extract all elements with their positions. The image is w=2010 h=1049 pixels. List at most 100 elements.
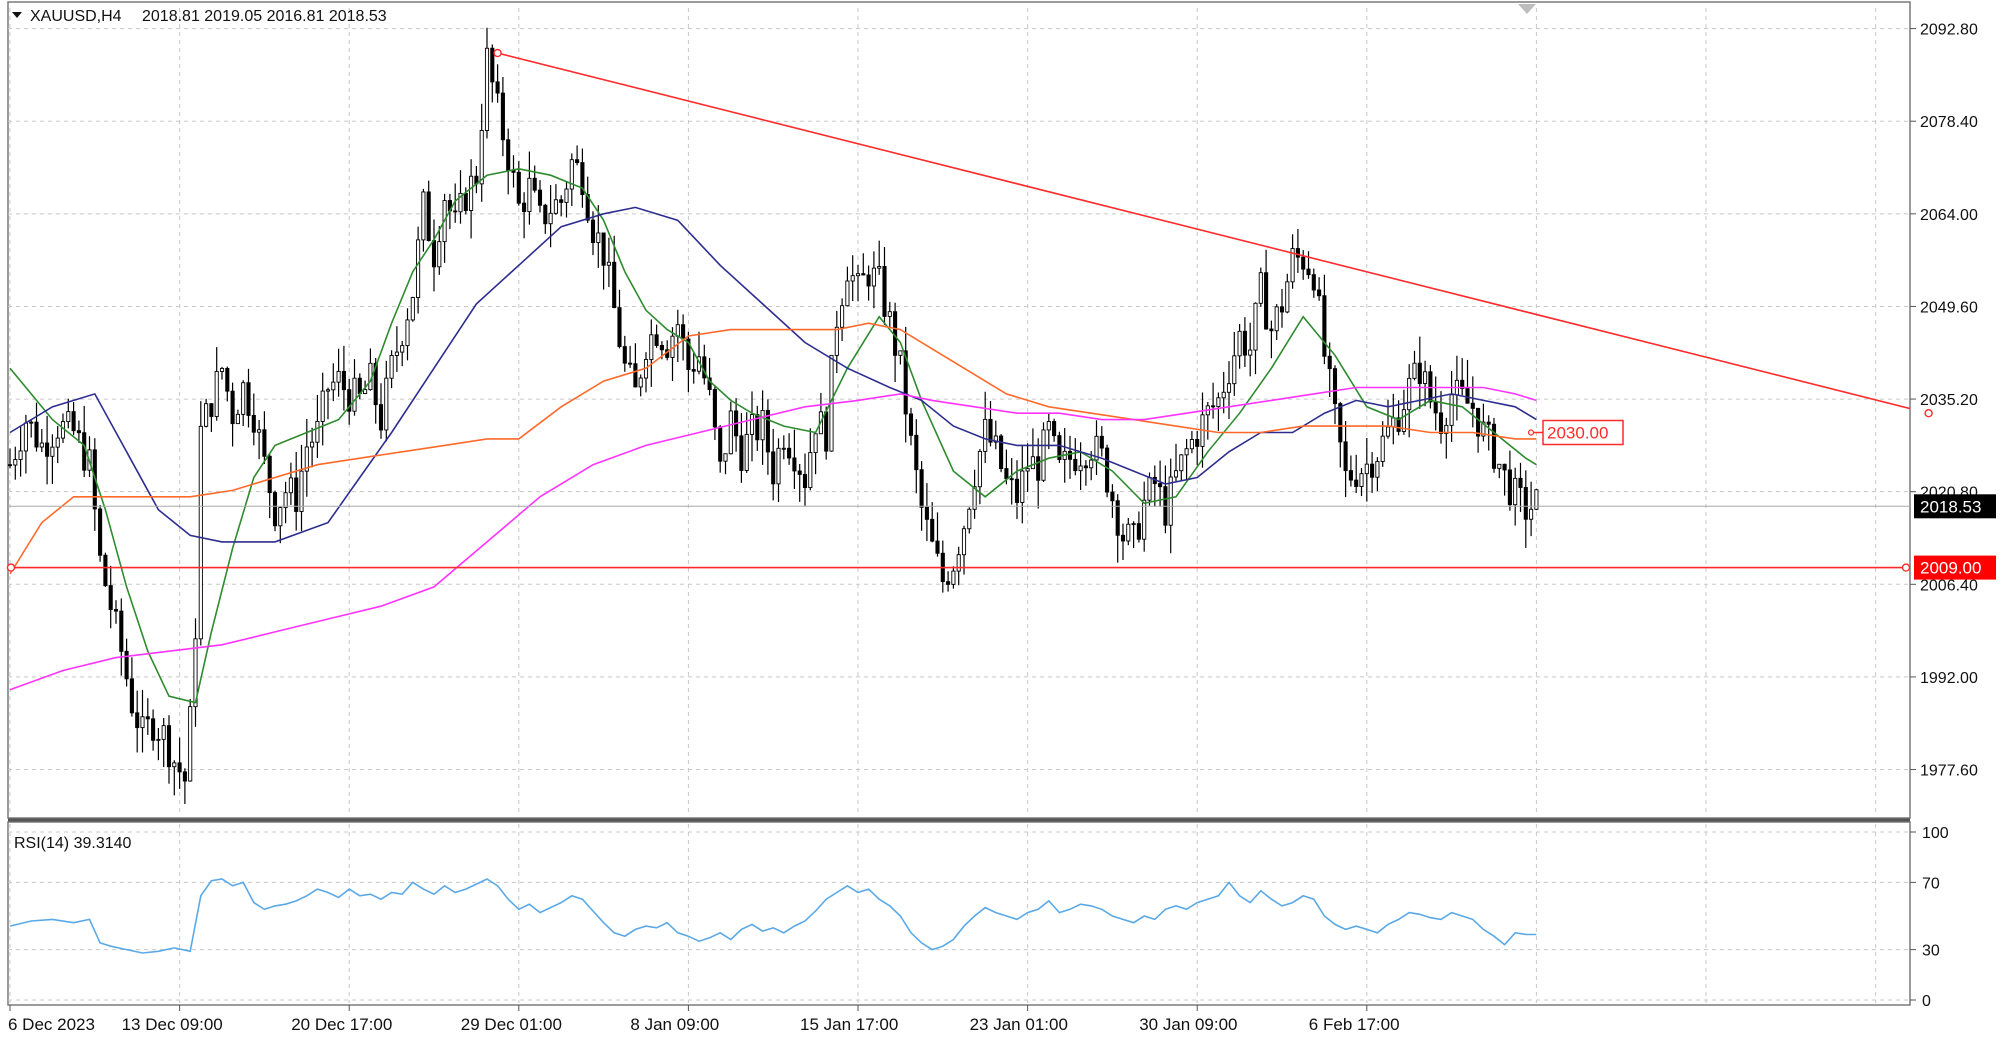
target-price-box[interactable]: [1542, 419, 1624, 446]
time-tick-label: 15 Jan 17:00: [800, 1015, 898, 1034]
candle-bearish: [1279, 306, 1285, 313]
candle-bearish: [453, 210, 458, 213]
price-tick-label: 2049.60: [1920, 299, 1978, 316]
candle-bearish: [1460, 379, 1465, 389]
candle-bullish: [384, 377, 389, 431]
trendline-anchor-end[interactable]: [1924, 409, 1933, 418]
candle-bullish: [1025, 468, 1030, 472]
candle-bullish: [951, 570, 956, 585]
candle-bearish: [246, 382, 251, 416]
candle-bullish: [728, 410, 733, 455]
candle-bullish: [564, 188, 569, 203]
candle-bullish: [278, 507, 283, 527]
candle-bearish: [1317, 289, 1322, 297]
support-anchor-left[interactable]: [6, 563, 16, 572]
current-price-label: 2018.53: [1920, 497, 1981, 516]
candle-bullish: [548, 212, 553, 225]
symbol-menu-arrow-icon[interactable]: [12, 12, 22, 18]
candle-bearish: [707, 377, 712, 390]
candle-bullish: [961, 528, 967, 556]
candle-bearish: [1465, 388, 1470, 404]
candle-bullish: [649, 334, 654, 361]
candle-bearish: [225, 367, 230, 392]
candle-bullish: [887, 311, 892, 317]
candle-bearish: [1322, 295, 1327, 357]
candle-bullish: [257, 429, 262, 433]
candle-bearish: [1327, 355, 1332, 370]
candle-bullish: [606, 261, 611, 266]
support-anchor-right[interactable]: [1901, 563, 1911, 572]
rsi-pane-frame: [7, 821, 1911, 1006]
candle-bearish: [691, 369, 696, 372]
candle-bearish: [681, 324, 686, 340]
candle-bearish: [686, 338, 691, 370]
candle-bearish: [712, 389, 717, 428]
main-pane-frame: [7, 1, 1911, 819]
candle-bearish: [230, 390, 235, 425]
candle-bullish: [1030, 456, 1035, 470]
candle-bearish: [34, 421, 39, 448]
candle-bearish: [373, 362, 378, 406]
candle-bullish: [156, 738, 161, 741]
candle-bullish: [1513, 477, 1518, 506]
candle-bullish: [193, 638, 198, 708]
candle-bearish: [1476, 407, 1481, 437]
candle-bearish: [1332, 368, 1338, 405]
moving-average-line-4: [9, 386, 1537, 691]
candle-bearish: [267, 455, 272, 494]
candle-bearish: [1502, 463, 1507, 471]
candle-bullish: [1094, 435, 1099, 461]
candle-bearish: [824, 411, 829, 452]
candle-bearish: [903, 350, 908, 415]
candle-bearish: [1004, 468, 1009, 480]
candle-bearish: [1295, 248, 1300, 258]
candle-bullish: [172, 762, 177, 768]
candle-bullish: [410, 297, 415, 321]
candle-bearish: [1195, 439, 1200, 447]
candle-bearish: [802, 473, 808, 489]
time-tick-label: 8 Jan 09:00: [630, 1015, 719, 1034]
candle-bearish: [659, 344, 664, 351]
candle-bearish: [1110, 491, 1115, 502]
candle-bullish: [760, 409, 765, 441]
candle-bullish: [39, 442, 44, 448]
moving-average-overlays: [9, 167, 1537, 704]
time-tick-label: 6 Dec 2023: [8, 1015, 95, 1034]
candle-bullish: [1391, 417, 1396, 428]
descending-trendline[interactable]: [497, 52, 1911, 410]
candle-bearish: [617, 307, 622, 348]
candle-bullish: [288, 477, 293, 494]
candle-bullish: [315, 420, 320, 443]
candle-bearish: [495, 81, 500, 94]
target-pointer-dot: [1527, 429, 1535, 436]
candle-bearish: [787, 447, 792, 459]
candle-bearish: [347, 389, 352, 412]
candle-bullish: [1226, 383, 1232, 393]
candle-bearish: [601, 232, 606, 266]
candle-bearish: [1433, 401, 1438, 414]
target-price-label[interactable]: 2030.00: [1547, 424, 1608, 443]
chart-shift-marker-icon[interactable]: [1518, 4, 1536, 14]
candle-bullish: [993, 435, 998, 443]
candle-bullish: [1375, 461, 1380, 478]
symbol-label[interactable]: XAUUSD,H4: [30, 8, 122, 25]
candle-bearish: [1269, 328, 1274, 332]
candle-bullish: [749, 414, 755, 435]
candle-bearish: [628, 362, 633, 365]
candle-bearish: [559, 199, 564, 203]
candle-bullish: [1385, 426, 1391, 437]
candle-bearish: [129, 678, 134, 714]
candle-bullish: [850, 275, 855, 282]
candle-bullish: [840, 305, 845, 328]
candle-bearish: [946, 581, 951, 585]
candle-bullish: [1534, 489, 1539, 510]
candle-bearish: [999, 435, 1004, 469]
candle-bearish: [71, 411, 76, 432]
candle-bearish: [739, 435, 744, 471]
candle-bearish: [1348, 470, 1353, 481]
time-tick-label: 30 Jan 09:00: [1139, 1015, 1237, 1034]
trendline-anchor-start[interactable]: [493, 48, 502, 58]
candle-bullish: [871, 267, 876, 287]
candle-bullish: [1179, 454, 1184, 472]
